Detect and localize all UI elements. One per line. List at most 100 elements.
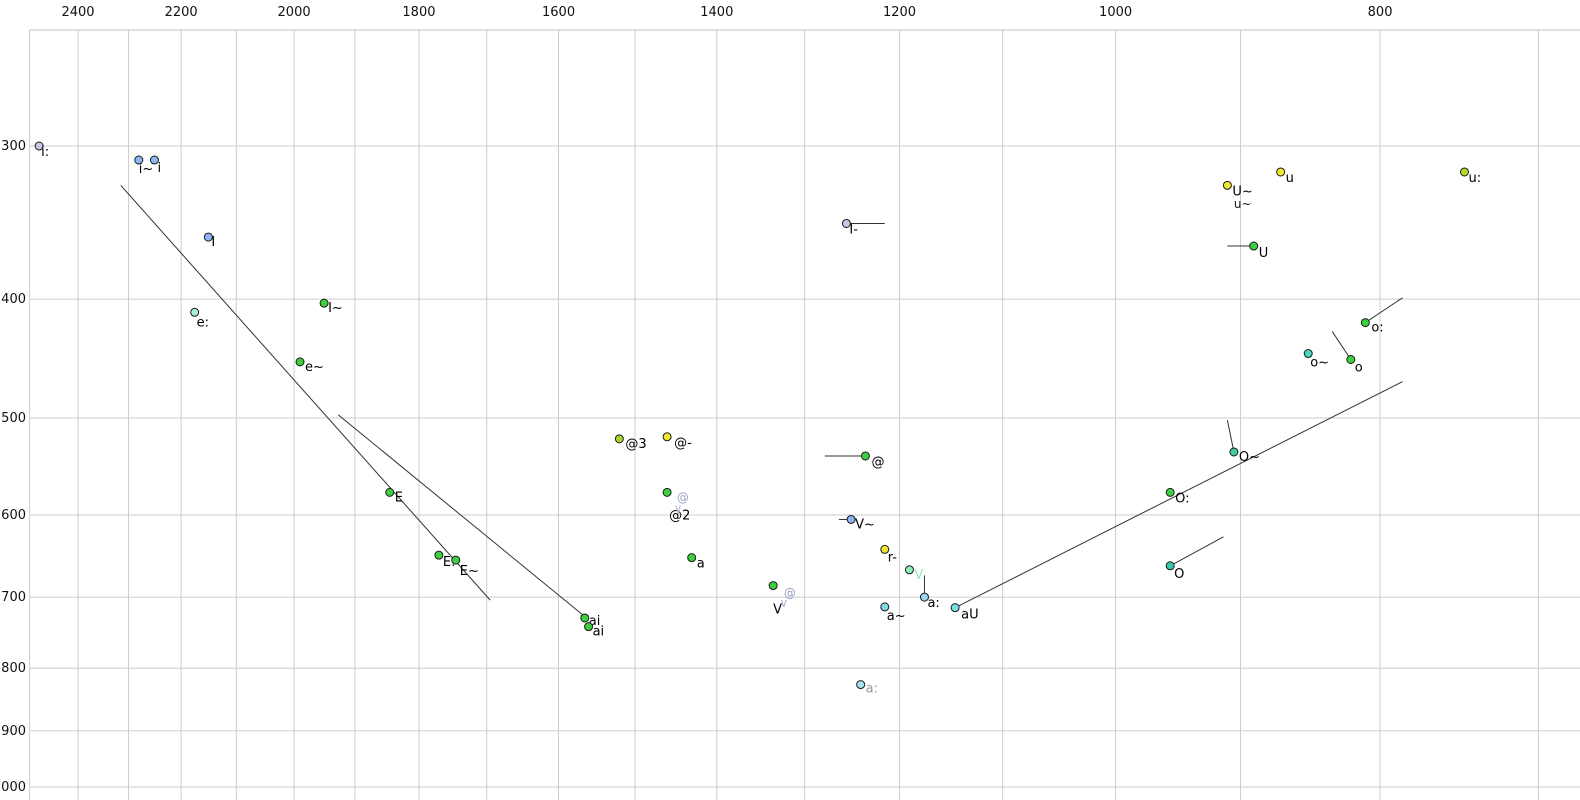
point-tail-o:: [1365, 297, 1403, 324]
diphthong-trajectory-2: [954, 381, 1403, 609]
diphthong-trajectory-0: [120, 184, 491, 601]
x-tick-1000: 1000: [1099, 5, 1132, 20]
vowel-point-@3[interactable]: [614, 434, 624, 444]
vowel-label-ai: ai: [589, 614, 601, 629]
vowel-point-r-[interactable]: [880, 544, 890, 554]
vowel-label-aU: aU: [961, 608, 978, 623]
x-tick-2400: 2400: [61, 5, 94, 20]
vowel-label-I-: I-: [849, 222, 858, 237]
vowel-label-V~: V~: [855, 517, 875, 532]
vowel-point-E[interactable]: [385, 487, 395, 497]
y-tick-600: 600: [1, 508, 26, 523]
annotation-1: ∨: [674, 501, 683, 515]
vowel-label-u:: u:: [1468, 171, 1481, 186]
vowel-point-i:[interactable]: [34, 141, 44, 151]
vowel-point-O:[interactable]: [1165, 487, 1175, 497]
x-tick-2200: 2200: [165, 5, 198, 20]
vowel-point-@[interactable]: [860, 451, 870, 461]
vowel-point-a[interactable]: [687, 553, 697, 563]
vowel-label-u: u: [1286, 171, 1294, 186]
vowel-label-V: V: [773, 603, 782, 618]
vowel-point-@-[interactable]: [662, 432, 672, 442]
vowel-label-E~: E~: [460, 564, 479, 579]
vowel-label-O:: O:: [1175, 491, 1189, 506]
vowel-point-e:[interactable]: [190, 307, 200, 317]
annotation-2: @: [784, 586, 796, 600]
vowel-label-o~: o~: [1310, 356, 1329, 371]
vowel-point-O[interactable]: [1165, 561, 1175, 571]
vowel-point-V[interactable]: [904, 565, 914, 575]
vowel-point-a:[interactable]: [856, 680, 866, 690]
vowel-point-o:[interactable]: [1360, 318, 1370, 328]
vowel-label-a~: a~: [887, 609, 906, 624]
vowel-point-i~[interactable]: [134, 155, 144, 165]
vowel-label-I~: I~: [328, 301, 343, 316]
annotation-4: u~: [1234, 197, 1252, 211]
vowel-point-E:[interactable]: [434, 550, 444, 560]
vowel-label-i~: i~: [139, 162, 154, 177]
vowel-point-o~[interactable]: [1303, 349, 1313, 359]
vowel-point-ai[interactable]: [580, 613, 590, 623]
y-tick-400: 400: [1, 292, 26, 307]
annotation-3: ∨: [779, 596, 788, 610]
vowel-label-r-: r-: [888, 550, 898, 565]
x-tick-1400: 1400: [700, 5, 733, 20]
vowel-label-E: E: [395, 490, 403, 505]
vowel-point-aU[interactable]: [950, 603, 960, 613]
y-tick-900: 900: [1, 724, 26, 739]
vowel-label-O: O: [1174, 567, 1184, 582]
vowel-label-a:: a:: [866, 682, 878, 697]
vowel-label-i:: i:: [41, 145, 49, 160]
vowel-point-a~[interactable]: [880, 602, 890, 612]
vowel-label-e~: e~: [305, 360, 324, 375]
vowel-label-i: i: [157, 161, 161, 176]
vowel-point-O~[interactable]: [1229, 447, 1239, 457]
vowel-label-a: a: [697, 557, 705, 572]
vowel-point-U[interactable]: [1249, 241, 1259, 251]
vowel-point-I-[interactable]: [841, 218, 851, 228]
vowel-point-u[interactable]: [1276, 167, 1286, 177]
vowel-point-u:[interactable]: [1459, 167, 1469, 177]
y-tick-300: 300: [1, 139, 26, 154]
annotation-0: @: [677, 491, 689, 505]
y-tick-500: 500: [1, 411, 26, 426]
vowel-label-@: @: [871, 455, 884, 470]
point-tail-O~: [1226, 419, 1235, 453]
vowel-point-V~[interactable]: [846, 514, 856, 524]
x-tick-800: 800: [1368, 5, 1393, 20]
vowel-label-ai: ai: [593, 625, 605, 640]
point-tail-o: [1331, 331, 1352, 360]
vowel-point-U~[interactable]: [1222, 180, 1232, 190]
vowel-point-a:[interactable]: [919, 592, 929, 602]
vowel-point-I~[interactable]: [319, 298, 329, 308]
vowel-point-V[interactable]: [768, 581, 778, 591]
diphthong-trajectory-1: [337, 414, 586, 617]
vowel-label-O~: O~: [1239, 450, 1260, 465]
vowel-point-o[interactable]: [1346, 354, 1356, 364]
vowel-point-e~[interactable]: [295, 357, 305, 367]
vowel-point-i[interactable]: [149, 155, 159, 165]
vowel-label-o:: o:: [1371, 321, 1383, 336]
x-tick-1600: 1600: [542, 5, 575, 20]
y-tick-1000: 1000: [0, 780, 26, 795]
vowel-label-o: o: [1355, 360, 1363, 375]
vowel-label-V: V: [914, 568, 923, 583]
vowel-label-U: U: [1259, 246, 1269, 261]
vowel-point-ai[interactable]: [584, 622, 594, 632]
vowel-point-@2[interactable]: [662, 487, 672, 497]
vowel-point-E~[interactable]: [451, 555, 461, 565]
y-tick-800: 800: [1, 661, 26, 676]
vowel-label-a:: a:: [927, 596, 939, 611]
vowel-label-@2: @2: [669, 508, 690, 523]
vowel-label-I: I: [211, 235, 215, 250]
x-tick-1800: 1800: [402, 5, 435, 20]
vowel-label-U~: U~: [1232, 184, 1252, 199]
vowel-point-I[interactable]: [203, 232, 213, 242]
x-tick-2000: 2000: [278, 5, 311, 20]
x-tick-1200: 1200: [883, 5, 916, 20]
y-tick-700: 700: [1, 590, 26, 605]
vowel-label-@-: @-: [674, 436, 692, 451]
vowel-label-e:: e:: [197, 315, 209, 330]
